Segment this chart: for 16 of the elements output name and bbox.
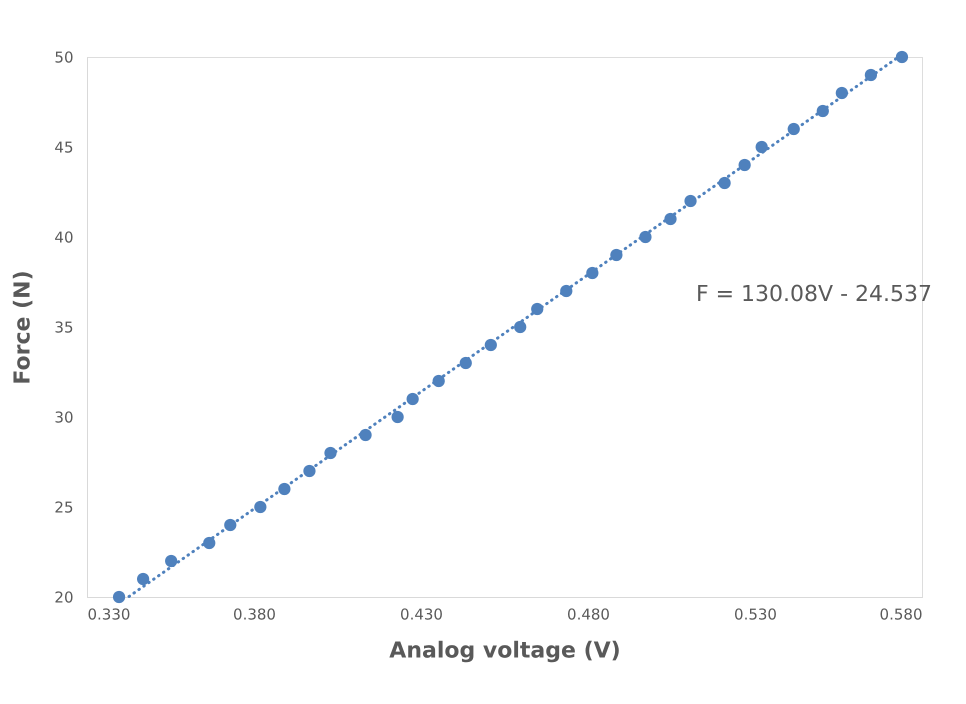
y-axis-title: Force (N) xyxy=(10,270,36,385)
x-tick-label: 0.580 xyxy=(880,606,922,624)
x-tick-label: 0.530 xyxy=(734,606,777,624)
y-tick-label: 30 xyxy=(54,408,74,426)
y-tick-label: 25 xyxy=(54,498,74,516)
annotation: F = 130.08V - 24.537 xyxy=(696,282,932,307)
y-tick-label: 40 xyxy=(54,228,74,246)
y-tick-label: 45 xyxy=(54,138,74,156)
x-tick-label: 0.380 xyxy=(233,606,276,624)
x-tick-label: 0.330 xyxy=(88,606,130,624)
y-tick-label: 20 xyxy=(54,588,74,606)
x-tick-label: 0.430 xyxy=(400,606,443,624)
x-axis-title: Analog voltage (V) xyxy=(389,638,621,664)
x-tick-label: 0.480 xyxy=(567,606,610,624)
y-tick-label: 50 xyxy=(54,48,74,66)
y-tick-label: 35 xyxy=(54,318,74,336)
